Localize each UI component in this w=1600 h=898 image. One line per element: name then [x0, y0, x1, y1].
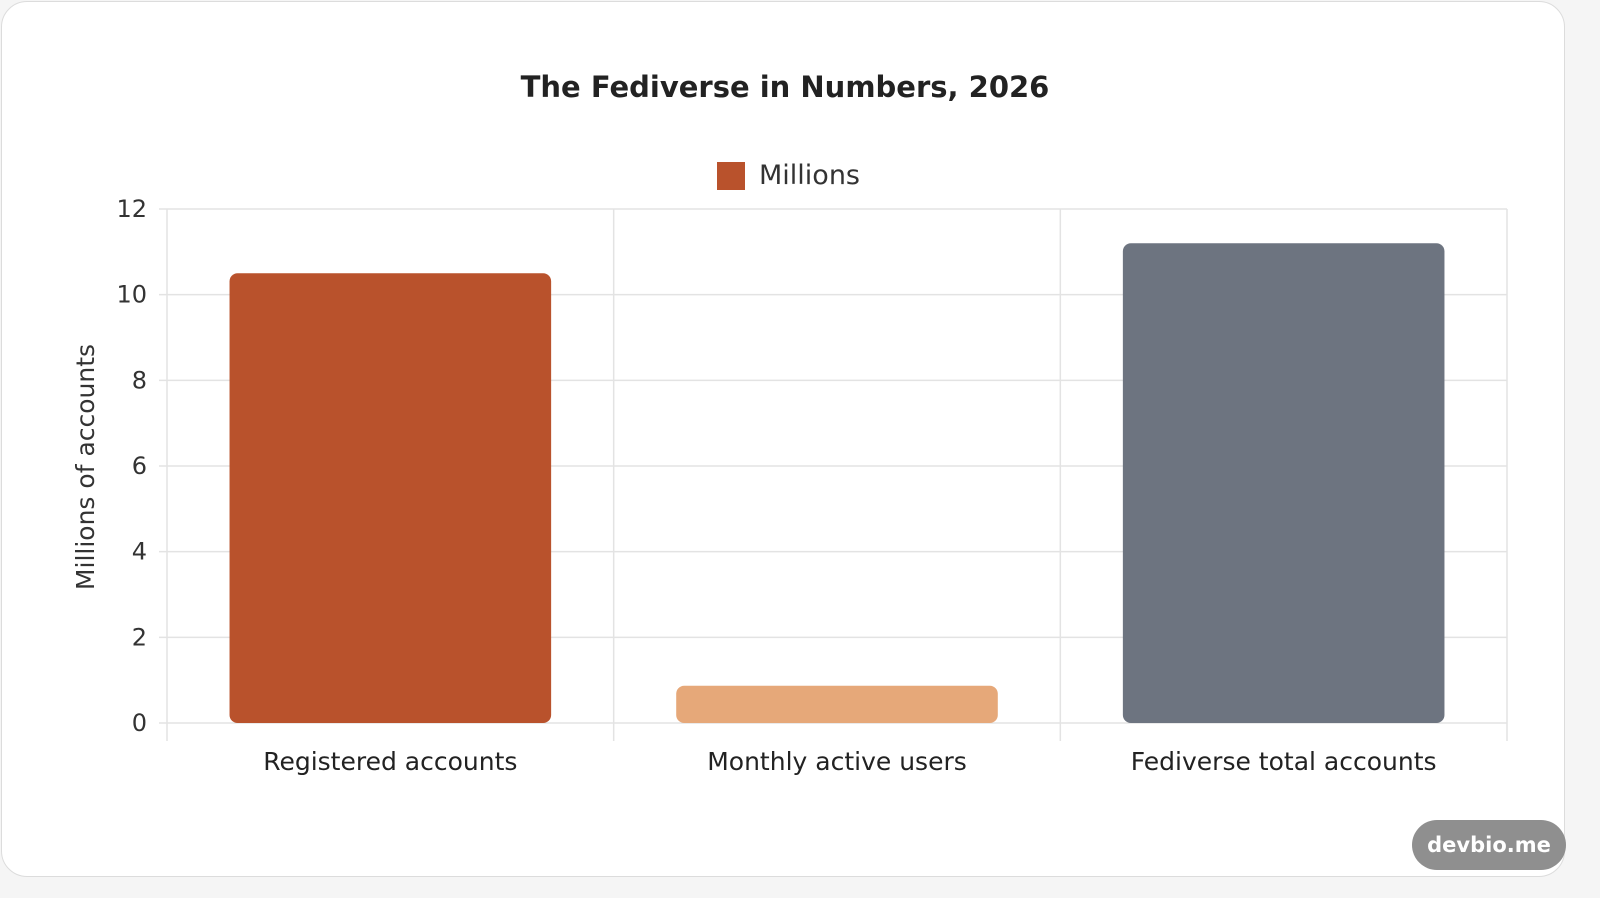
bar[interactable] — [1122, 243, 1445, 723]
y-tick-label: 0 — [132, 709, 147, 737]
bar[interactable] — [676, 685, 998, 723]
x-tick-label: Fediverse total accounts — [1131, 747, 1437, 776]
bar[interactable] — [229, 273, 552, 723]
x-tick-label: Registered accounts — [263, 747, 517, 776]
x-tick-label: Monthly active users — [707, 747, 967, 776]
y-tick-label: 8 — [132, 366, 147, 394]
y-tick-label: 6 — [132, 452, 147, 480]
chart-title: The Fediverse in Numbers, 2026 — [521, 70, 1050, 104]
y-tick-label: 10 — [116, 281, 147, 309]
y-tick-label: 2 — [132, 623, 147, 651]
watermark-badge: devbio.me — [1412, 820, 1566, 870]
y-tick-label: 4 — [132, 538, 147, 566]
label-layer: 0 2 4 6 8 10 12 Registered accounts Monthly acti… — [116, 195, 1436, 776]
legend-label[interactable]: Millions — [759, 160, 860, 191]
y-tick-label: 12 — [116, 195, 147, 223]
bar-layer — [229, 243, 1445, 723]
y-axis-title: Millions of accounts — [71, 344, 100, 590]
legend-swatch[interactable] — [717, 162, 745, 190]
chart-card: 0 2 4 6 8 10 12 Registered accounts Monthly acti… — [1, 1, 1566, 877]
bar-chart: 0 2 4 6 8 10 12 Registered accounts Monthly acti… — [71, 70, 1508, 776]
